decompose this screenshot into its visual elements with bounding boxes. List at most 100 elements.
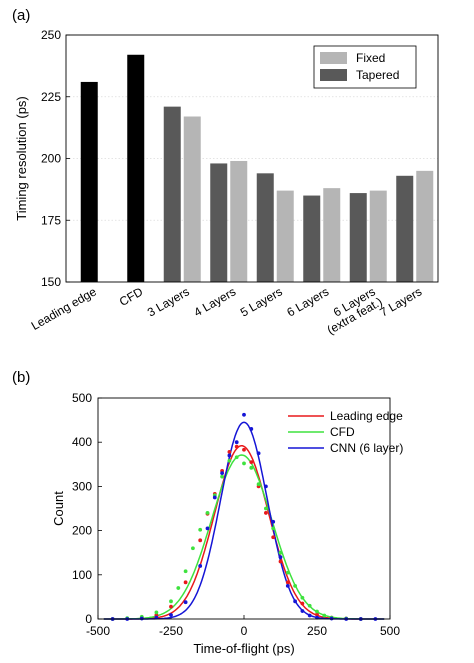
- axes-box: [65, 34, 439, 283]
- data-point-series-2: [169, 613, 173, 617]
- bar-tapered: [349, 193, 367, 282]
- data-point-series-0: [227, 450, 232, 454]
- data-point-series-0: [154, 613, 159, 617]
- y-tick-label: 150: [41, 275, 61, 289]
- data-point-series-2: [278, 555, 283, 560]
- data-point-series-2: [227, 453, 232, 458]
- legend-label-series-1: CFD: [330, 425, 355, 439]
- fit-curve-series-0: [103, 445, 385, 620]
- data-point-series-0: [285, 580, 290, 585]
- category-label: 7 Layers: [377, 284, 424, 319]
- bar-fixed: [323, 188, 341, 282]
- data-point-series-1: [307, 603, 312, 608]
- data-point-series-1: [285, 570, 290, 575]
- category-label: Leading edge: [29, 284, 99, 333]
- data-point-series-0: [271, 535, 276, 540]
- data-point-series-0: [183, 580, 188, 585]
- data-point-series-0: [300, 601, 305, 606]
- category-label: 6 Layers: [284, 284, 331, 319]
- data-point-series-1: [249, 465, 254, 470]
- data-point-series-2: [300, 609, 305, 613]
- bar-fixed: [183, 116, 201, 282]
- y-axis-label: Timing resolution (ps): [14, 96, 29, 221]
- legend-label-tapered: Tapered: [356, 68, 399, 82]
- data-point-series-1: [205, 511, 210, 515]
- scatter-chart-panel-b: (b) -500 -250 0 250 500 0 100 200 300 400 500 Time-o…: [12, 369, 403, 656]
- category-label: CFD: [117, 284, 146, 309]
- category-label: 4 Layers: [191, 284, 238, 319]
- panel-label-a: (a): [12, 7, 30, 24]
- data-point-series-0: [249, 460, 254, 464]
- data-point-series-2: [307, 613, 312, 618]
- y-tick-label: 500: [72, 391, 92, 405]
- data-point-series-0: [264, 511, 268, 515]
- bar-single: [127, 54, 145, 283]
- bar-tapered: [256, 173, 274, 282]
- data-point-series-2: [293, 599, 297, 604]
- y-tick-label: 200: [72, 524, 92, 538]
- data-point-series-1: [271, 526, 276, 531]
- data-point-series-2: [264, 484, 268, 489]
- y-tick-label: 175: [41, 213, 61, 227]
- data-point-series-2: [183, 600, 188, 605]
- data-point-series-1: [300, 595, 305, 600]
- data-point-series-2: [220, 471, 225, 476]
- legend-swatch-tapered: [320, 69, 347, 81]
- category-label: 5 Layers: [238, 284, 285, 319]
- data-point-series-1: [322, 613, 327, 618]
- data-point-series-1: [220, 474, 225, 479]
- category-label: 3 Layers: [145, 284, 192, 319]
- bar-fixed: [276, 190, 294, 282]
- y-tick-label: 225: [41, 90, 61, 104]
- data-point-series-0: [169, 604, 173, 609]
- y-tick-label: 200: [41, 152, 61, 166]
- x-tick-label: 250: [307, 624, 327, 638]
- legend-label-series-2: CNN (6 layer): [330, 441, 403, 455]
- data-point-series-0: [278, 559, 283, 564]
- data-point-series-2: [271, 519, 276, 524]
- bar-single: [80, 81, 98, 283]
- data-point-series-1: [198, 527, 203, 532]
- y-tick-label: 400: [72, 435, 92, 449]
- bar-fixed: [230, 160, 248, 282]
- data-point-series-2: [234, 440, 239, 445]
- x-axis-label: Time-of-flight (ps): [193, 641, 294, 656]
- data-point-series-0: [315, 612, 319, 617]
- y-tick-label: 250: [41, 28, 61, 42]
- data-point-series-1: [315, 609, 319, 614]
- data-point-series-0: [234, 444, 239, 449]
- data-point-series-1: [256, 482, 261, 487]
- data-point-series-1: [191, 546, 195, 551]
- data-point-series-2: [249, 427, 254, 431]
- x-tick-label: -250: [159, 624, 183, 638]
- data-point-series-1: [227, 458, 232, 463]
- data-point-series-1: [293, 583, 297, 588]
- bar-fixed: [369, 190, 387, 282]
- bar-tapered: [396, 175, 414, 282]
- data-point-series-1: [242, 461, 246, 466]
- data-point-series-2: [212, 495, 217, 500]
- data-point-series-0: [198, 538, 203, 543]
- data-point-series-1: [183, 569, 188, 574]
- data-point-series-2: [256, 451, 261, 456]
- panel-label-b: (b): [12, 369, 30, 386]
- data-point-series-2: [242, 412, 246, 417]
- x-tick-label: 500: [380, 624, 400, 638]
- data-point-series-2: [285, 583, 290, 588]
- legend-swatch-fixed: [320, 52, 347, 64]
- x-tick-label: 0: [241, 624, 248, 638]
- data-point-series-2: [198, 564, 203, 568]
- data-point-series-1: [264, 506, 268, 511]
- bar-tapered: [163, 106, 181, 282]
- axes-box: [97, 397, 391, 620]
- fit-curve-series-1: [103, 454, 385, 620]
- data-point-series-2: [205, 526, 210, 531]
- bar-tapered: [303, 195, 321, 282]
- y-tick-label: 300: [72, 479, 92, 493]
- y-tick-label: 100: [72, 568, 92, 582]
- data-point-series-1: [154, 610, 159, 615]
- y-axis-label: Count: [51, 491, 66, 526]
- data-point-series-0: [242, 447, 246, 452]
- bar-chart-panel-a: (a) 150 175 200 225 250 Leading edge CFD 3 Layer…: [12, 7, 439, 337]
